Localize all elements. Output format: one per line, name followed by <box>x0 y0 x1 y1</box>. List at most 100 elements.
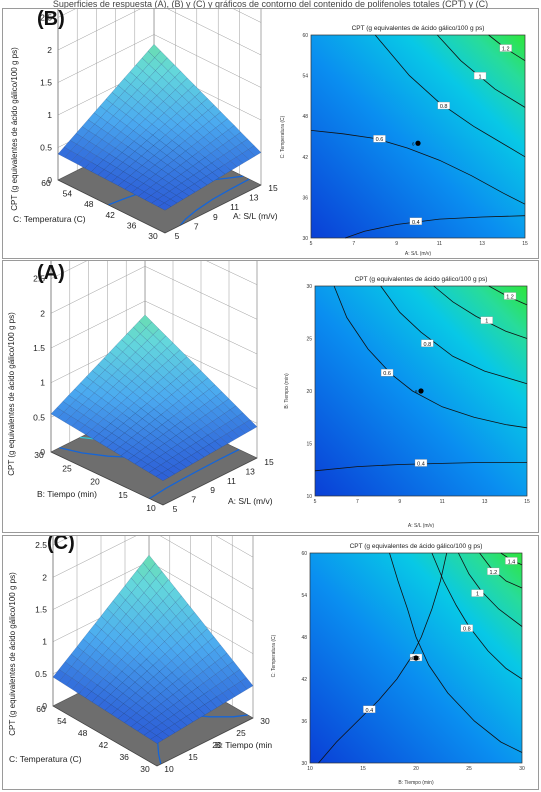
contour-y-tick: 15 <box>306 442 312 448</box>
z-tick-label: 2 <box>40 308 45 318</box>
x-tick-labels: 5 7 9 11 13 15 <box>173 457 274 514</box>
y-tick-label: 25 <box>62 463 72 473</box>
contour-y-tick: 54 <box>302 74 308 80</box>
z-tick-label: 0.5 <box>33 412 45 422</box>
contour-y-tick: 25 <box>306 337 312 343</box>
contour-line <box>433 285 528 339</box>
contour-title: CPT (g equivalentes de ácido gálico/100 … <box>352 25 485 32</box>
z-tick-label: 1.5 <box>35 605 47 615</box>
figure-panel-c: 00.511.522.531015202530303642485460B: Ti… <box>2 535 539 790</box>
contour-x-tick: 15 <box>360 766 366 772</box>
chart-svg: 00.511.522.531015202530303642485460B: Ti… <box>8 536 525 786</box>
surface-plot: 00.511.522.535791113151015202530A: S/L (… <box>7 261 274 514</box>
x-tick-label: 9 <box>210 485 215 495</box>
y-axis-title: B: Tiempo (min) <box>37 489 97 499</box>
contour-label: 1 <box>476 592 479 598</box>
surface-mesh <box>52 554 254 744</box>
y-axis-title: C: Temperatura (C) <box>9 754 82 764</box>
design-point <box>413 655 419 661</box>
wall-gridline-z <box>52 536 254 558</box>
contour-x-tick: 11 <box>437 241 442 247</box>
x-tick-label: 20 <box>212 740 222 750</box>
contour-x-tick: 20 <box>413 766 419 772</box>
contour-x-tick: 9 <box>395 241 398 247</box>
z-tick-label: 1 <box>42 637 47 647</box>
contour-labels: 0.4 0.6 0.8 1 1.2 <box>373 44 512 226</box>
contour-line <box>318 552 448 764</box>
contour-label: 1.2 <box>502 47 510 53</box>
y-tick-label: 20 <box>90 477 100 487</box>
z-tick-label: 2 <box>47 45 52 55</box>
contour-ticks: 5 7 9 11 13 15 30 36 42 48 54 60 <box>302 33 528 247</box>
wall-gridline-z <box>50 261 258 285</box>
contour-label-box <box>373 135 386 143</box>
contour-y-tick: 30 <box>301 761 307 767</box>
contour-x-tick: 15 <box>522 241 528 247</box>
contour-label-box <box>480 316 493 324</box>
panel-label: (B) <box>37 8 65 30</box>
z-tick-label: 2.5 <box>33 274 45 284</box>
figure-panel-a: 00.511.522.535791113151015202530A: S/L (… <box>2 260 539 533</box>
contour-x-tick: 11 <box>440 499 445 505</box>
surface-facet <box>157 202 172 211</box>
contour-y-tick: 60 <box>301 551 307 557</box>
y-tick-label: 36 <box>119 752 129 762</box>
wall-gridline-z <box>52 536 254 590</box>
z-tick-label: 1.5 <box>40 78 52 88</box>
surface-mesh <box>57 44 262 211</box>
contour-line <box>333 285 528 429</box>
contour-label: 1 <box>479 74 482 80</box>
contour-field <box>310 34 526 239</box>
contour-label-box <box>363 705 376 713</box>
z-tick-label: 0 <box>40 447 45 457</box>
y-tick-label: 60 <box>41 178 51 188</box>
x-tick-label: 7 <box>194 221 199 231</box>
contour-y-tick: 36 <box>301 719 307 725</box>
contour-y-tick: 60 <box>302 33 308 39</box>
surface-plot: 00.511.522.531015202530303642485460B: Ti… <box>8 536 272 774</box>
y-tick-label: 15 <box>118 490 128 500</box>
x-tick-labels: 10 15 20 25 30 <box>164 716 270 774</box>
y-tick-label: 54 <box>57 716 67 726</box>
contour-y-title: C: Temperatura (C) <box>280 115 286 158</box>
z-axis-title: CPT (g equivalentes de ácido gálico/100 … <box>10 47 19 211</box>
z-tick-label: 1 <box>47 110 52 120</box>
y-tick-label: 36 <box>127 220 137 230</box>
contour-label-box <box>471 589 484 597</box>
surface-mesh <box>50 314 258 481</box>
contour-title: CPT (g equivalentes de ácido gálico/100 … <box>350 543 483 550</box>
x-axis-title: B: Tiempo (min <box>215 740 272 750</box>
contour-y-tick: 42 <box>301 677 307 683</box>
header-caption: Superficies de respuesta (A), (B) y (C) … <box>52 0 489 8</box>
contour-x-title: A: S/L (m/v) <box>408 523 435 529</box>
y-tick-labels: 30 36 42 48 54 60 <box>41 178 158 241</box>
y-tick-labels: 10 15 20 25 30 <box>34 450 156 513</box>
contour-label-box <box>499 44 512 52</box>
x-axis-title: A: S/L (m/v) <box>233 211 278 221</box>
contour-label-box <box>437 101 450 110</box>
surface-facet <box>155 472 170 481</box>
z-tick-label: 2.5 <box>35 540 47 550</box>
z-tick-label: 2 <box>42 572 47 582</box>
y-tick-label: 60 <box>36 704 46 714</box>
y-tick-label: 54 <box>63 189 73 199</box>
z-tick-label: 0.5 <box>35 669 47 679</box>
contour-x-title: B: Tiempo (min) <box>398 780 434 786</box>
contour-line <box>389 552 523 753</box>
contour-x-tick: 5 <box>314 499 317 505</box>
contour-y-title: B: Tiempo (min) <box>284 373 290 409</box>
contour-x-tick: 7 <box>352 241 355 247</box>
contour-label: 1.2 <box>490 570 498 576</box>
contour-ticks: 5 7 9 11 13 15 10 15 20 25 30 <box>306 284 530 505</box>
contour-plot: 0.4 0.6 0.8 1 1.2 6 5 7 9 11 13 15 10 15 20 25 30 CPT (g … <box>284 276 530 529</box>
contour-y-tick: 54 <box>301 593 307 599</box>
x-tick-label: 10 <box>164 764 174 774</box>
x-tick-label: 15 <box>264 457 274 467</box>
x-tick-label: 25 <box>236 728 246 738</box>
contour-label-box <box>503 292 517 300</box>
contour-label-box <box>380 369 394 377</box>
contour-y-tick: 48 <box>302 114 308 120</box>
design-point <box>415 140 421 146</box>
contour-line <box>380 285 528 385</box>
y-tick-label: 48 <box>84 199 94 209</box>
